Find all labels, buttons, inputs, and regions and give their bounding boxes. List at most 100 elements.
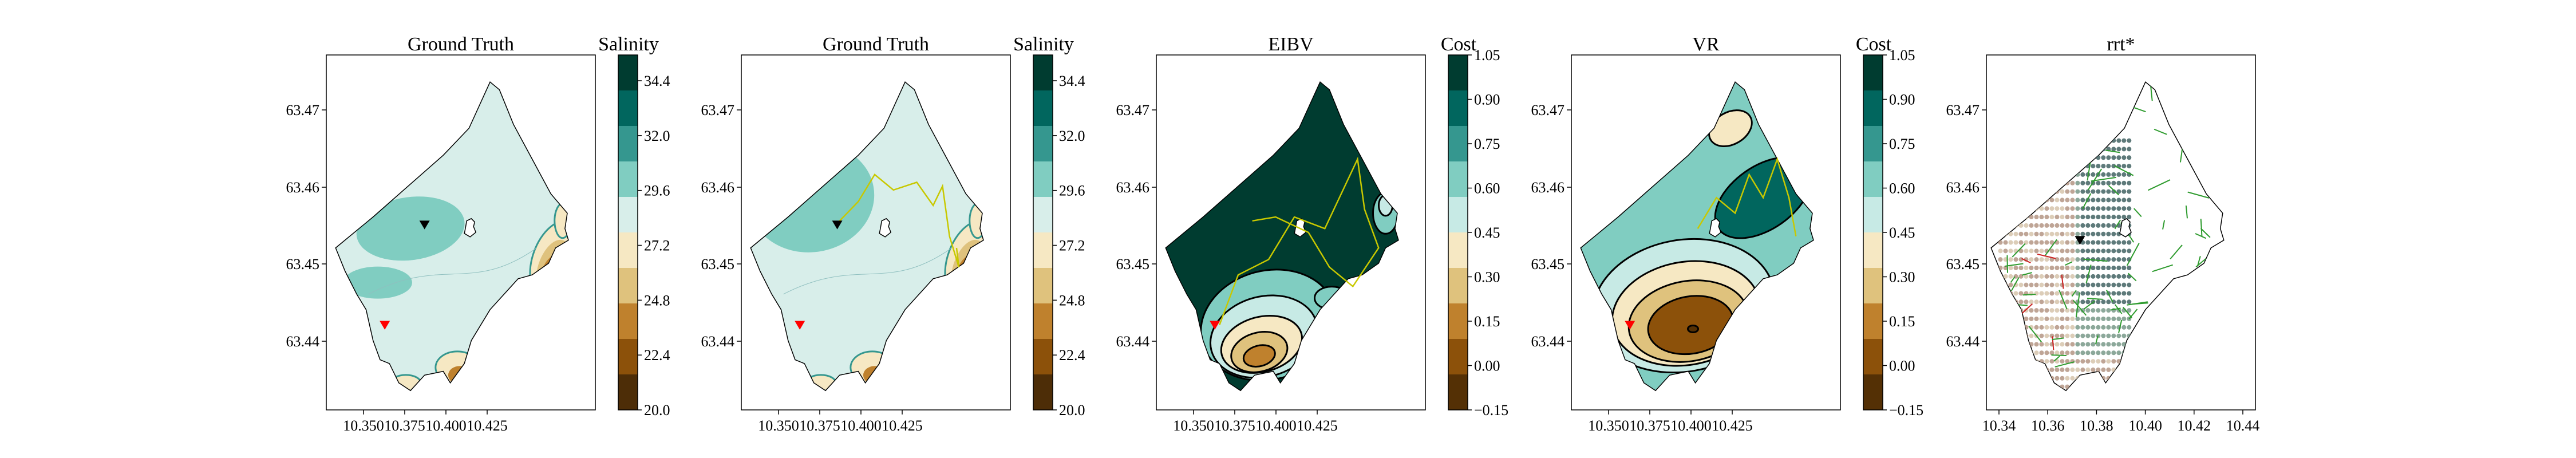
colorbar-tick-label: 22.4 <box>644 347 670 364</box>
candidate-point <box>2018 325 2024 330</box>
candidate-point <box>2044 291 2049 296</box>
candidate-point <box>2008 155 2013 160</box>
tree-edge <box>2126 243 2140 266</box>
candidate-point <box>2029 359 2034 364</box>
colorbar-tick-label: 0.75 <box>1889 136 1915 152</box>
candidate-point <box>2060 231 2065 236</box>
candidate-point <box>2091 248 2096 254</box>
tree-edge <box>2010 276 2016 283</box>
candidate-point <box>1998 215 2003 220</box>
candidate-point <box>2013 333 2018 338</box>
candidate-point <box>2008 342 2013 347</box>
tree-edge <box>2092 126 2098 135</box>
candidate-point <box>1998 384 2003 389</box>
candidate-point <box>2080 350 2085 356</box>
candidate-point <box>2060 342 2065 347</box>
candidate-point <box>2127 350 2132 356</box>
candidate-point <box>2049 231 2055 236</box>
x-ticks: 10.350 10.375 10.400 10.425 <box>1173 410 1338 434</box>
colorbar-segment <box>1863 197 1883 233</box>
candidate-point <box>2018 333 2024 338</box>
tree-edge <box>2196 256 2201 267</box>
colorbar: 34.4 32.0 29.6 27.2 24.8 22.4 20.0 <box>618 54 670 418</box>
candidate-point <box>2116 147 2121 152</box>
x-tick-label: 10.44 <box>2226 417 2260 434</box>
x-tick-label: 10.400 <box>840 417 882 434</box>
candidate-point <box>2101 206 2106 211</box>
y-tick-label: 63.46 <box>701 179 735 196</box>
tree-edge <box>2217 345 2224 356</box>
candidate-point <box>1998 316 2003 321</box>
y-tick-label: 63.47 <box>1116 102 1150 119</box>
candidate-point <box>2013 308 2018 313</box>
candidate-point <box>2096 206 2101 211</box>
candidate-point <box>2034 231 2039 236</box>
candidate-point <box>2080 367 2085 372</box>
candidate-point <box>2024 138 2029 143</box>
candidate-point <box>2018 189 2024 194</box>
candidate-point <box>2039 223 2044 228</box>
candidate-point <box>2018 342 2024 347</box>
candidate-point <box>2055 257 2060 262</box>
candidate-point <box>2034 325 2039 330</box>
tree-edge <box>2055 361 2075 368</box>
colorbar-segment <box>618 55 638 91</box>
candidate-point <box>2039 257 2044 262</box>
candidate-point <box>2065 274 2070 279</box>
candidate-point <box>2039 155 2044 160</box>
candidate-point <box>2070 155 2075 160</box>
candidate-point <box>2034 164 2039 169</box>
candidate-point <box>2008 299 2013 305</box>
candidate-point <box>2018 215 2024 220</box>
y-tick-label: 63.44 <box>1531 333 1565 350</box>
candidate-point <box>2029 299 2034 305</box>
candidate-point <box>2116 266 2121 270</box>
candidate-point <box>2075 333 2080 338</box>
colorbar-frame <box>618 54 638 410</box>
candidate-point <box>2034 316 2039 321</box>
candidate-point <box>2096 138 2101 143</box>
candidate-point <box>2106 206 2111 211</box>
candidate-point <box>2018 155 2024 160</box>
candidate-point <box>2049 198 2055 203</box>
candidate-point <box>2065 164 2070 169</box>
candidate-point <box>2065 316 2070 321</box>
candidate-point <box>2044 189 2049 194</box>
candidate-point <box>2029 223 2034 228</box>
tree-edge <box>2123 307 2132 318</box>
rrt-map <box>1990 81 2225 392</box>
start-marker <box>380 321 390 330</box>
candidate-point <box>2116 155 2121 160</box>
candidate-point <box>2034 223 2039 228</box>
tree-edge <box>2101 118 2108 141</box>
candidate-point <box>2070 180 2075 185</box>
colorbar-segment <box>618 90 638 127</box>
candidate-point <box>2127 180 2132 185</box>
candidate-point <box>2034 180 2039 185</box>
candidate-point <box>2039 299 2044 305</box>
candidate-point <box>2039 359 2044 364</box>
candidate-point <box>2080 147 2085 152</box>
candidate-point <box>2121 189 2127 194</box>
candidate-point <box>2075 257 2080 262</box>
x-tick-label: 10.36 <box>2031 417 2065 434</box>
candidate-point <box>2003 164 2008 169</box>
candidate-point <box>2055 282 2060 287</box>
panel-3: EIBV 10.350 10.375 10.400 10.425 63.47 63.46… <box>1116 34 1509 434</box>
candidate-point <box>2003 316 2008 321</box>
candidate-point <box>2060 266 2065 270</box>
candidate-point <box>2055 215 2060 220</box>
candidate-point <box>2070 223 2075 228</box>
candidate-point <box>2055 231 2060 236</box>
candidate-point <box>2003 333 2008 338</box>
candidate-point <box>2080 189 2085 194</box>
candidate-point <box>2085 299 2091 305</box>
candidate-point <box>2091 266 2096 270</box>
candidate-point <box>2085 376 2091 381</box>
y-tick-label: 63.47 <box>1531 102 1565 119</box>
candidate-point <box>2029 257 2034 262</box>
candidate-point <box>2003 325 2008 330</box>
colorbar-tick-label: 0.60 <box>1474 180 1500 197</box>
candidate-point <box>2127 282 2132 287</box>
candidate-point <box>2111 266 2116 270</box>
